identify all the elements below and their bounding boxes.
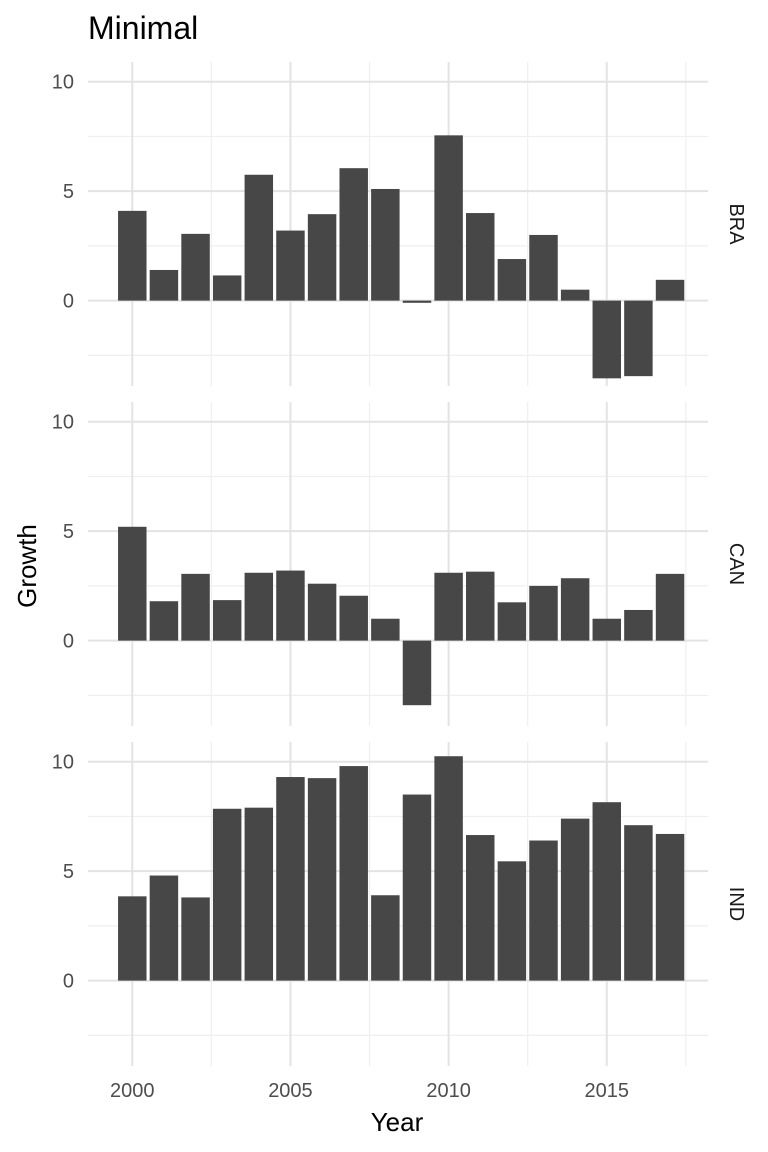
bar-bra-2001: [149, 269, 179, 301]
x-tick-label: 2015: [585, 1080, 630, 1102]
bar-can-2001: [149, 601, 179, 641]
y-tick-label: 5: [63, 521, 74, 543]
bar-ind-2004: [244, 807, 274, 981]
bar-can-2010: [434, 572, 463, 641]
bar-can-2012: [497, 602, 527, 641]
facet-panel-can: 0 5 10 CAN: [52, 402, 747, 726]
bar-ind-2002: [181, 897, 210, 981]
chart-title: Minimal: [88, 10, 198, 46]
bar-can-2013: [529, 585, 558, 641]
bar-bra-2011: [466, 213, 495, 301]
bar-ind-2005: [276, 777, 305, 981]
bar-can-2006: [307, 583, 337, 641]
bar-bra-2010: [434, 135, 463, 301]
bar-bra-2007: [339, 168, 368, 301]
bar-ind-2009: [402, 794, 432, 981]
bar-ind-2003: [212, 808, 242, 981]
bar-ind-2014: [560, 818, 590, 981]
x-tick-label: 2010: [426, 1080, 471, 1102]
bar-ind-2008: [371, 895, 400, 981]
facet-strip-label: BRA: [725, 203, 747, 245]
bar-bra-2017: [655, 279, 685, 301]
bar-bra-2014: [560, 289, 590, 301]
bar-ind-2001: [149, 875, 179, 981]
bar-can-2017: [655, 573, 685, 641]
bar-bra-2006: [307, 214, 337, 301]
bar-can-2015: [592, 618, 622, 641]
y-tick-label: 0: [63, 291, 74, 313]
facet-strip-label: IND: [725, 887, 747, 921]
bar-can-2000: [118, 526, 147, 641]
y-tick-label: 10: [52, 752, 74, 774]
y-axis-title: Growth: [12, 524, 42, 608]
bar-can-2002: [181, 573, 210, 641]
bar-ind-2011: [466, 835, 495, 981]
y-tick-label: 0: [63, 971, 74, 993]
bar-bra-2013: [529, 234, 558, 301]
bar-can-2004: [244, 572, 274, 641]
bar-bra-2008: [371, 188, 400, 301]
x-axis-title: Year: [371, 1107, 424, 1137]
bar-bra-2016: [624, 300, 653, 377]
y-tick-label: 5: [63, 861, 74, 883]
bar-ind-2015: [592, 802, 622, 981]
bar-ind-2016: [624, 825, 653, 981]
bar-bra-2004: [244, 174, 274, 301]
bar-ind-2010: [434, 756, 463, 981]
facet-strip-label: CAN: [725, 543, 747, 585]
bar-bra-2015: [592, 300, 622, 379]
y-tick-label: 5: [63, 181, 74, 203]
bar-can-2003: [212, 600, 242, 641]
facet-panels: 0 5 10 BRA 0 5 10 CAN 0 5 10 IND 2000 2005 2010 2015: [52, 62, 747, 1102]
y-tick-label: 0: [63, 631, 74, 653]
bar-ind-2006: [307, 778, 337, 981]
bar-can-2011: [466, 571, 495, 641]
x-tick-label: 2000: [110, 1080, 155, 1102]
bar-can-2009: [402, 640, 432, 706]
bar-can-2008: [371, 618, 400, 641]
bar-ind-2013: [529, 840, 558, 981]
bar-bra-2009: [402, 300, 432, 303]
bar-ind-2012: [497, 861, 527, 981]
facet-panel-bra: 0 5 10 BRA: [52, 62, 747, 386]
facet-panel-ind: 0 5 10 IND: [52, 742, 747, 1066]
bar-ind-2017: [655, 833, 685, 981]
bar-can-2016: [624, 609, 653, 641]
bar-ind-2000: [118, 896, 147, 981]
bar-can-2005: [276, 570, 305, 641]
y-tick-label: 10: [52, 412, 74, 434]
y-tick-label: 10: [52, 72, 74, 94]
bar-can-2014: [560, 578, 590, 641]
bar-bra-2002: [181, 233, 210, 301]
x-tick-label: 2005: [268, 1080, 313, 1102]
bar-bra-2012: [497, 259, 527, 301]
bar-ind-2007: [339, 766, 368, 981]
bar-bra-2000: [118, 210, 147, 301]
bar-can-2007: [339, 595, 368, 641]
bar-bra-2003: [212, 275, 242, 301]
bar-bra-2005: [276, 230, 305, 301]
